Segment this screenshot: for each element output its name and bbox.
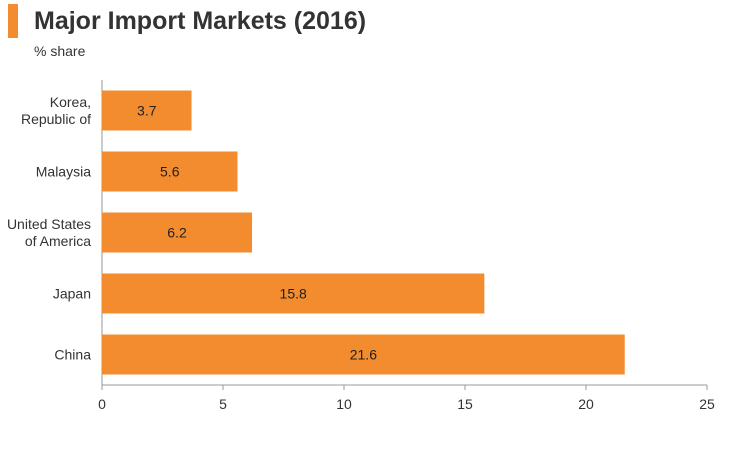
title-accent-bar (8, 4, 18, 38)
bar-value-label: 3.7 (137, 103, 157, 119)
x-tick-label: 0 (98, 396, 106, 412)
category-label: Korea, Republic of (21, 94, 91, 127)
category-label: Malaysia (36, 164, 91, 180)
x-tick-label: 10 (336, 396, 352, 412)
bar (102, 334, 625, 375)
bar-value-label: 15.8 (280, 286, 307, 302)
bar-value-label: 21.6 (350, 347, 377, 363)
chart-subtitle: % share (34, 43, 86, 59)
bar (102, 151, 238, 192)
bar-value-label: 5.6 (160, 164, 180, 180)
category-label: United States of America (7, 216, 91, 249)
category-label: China (54, 347, 91, 363)
chart-title: Major Import Markets (2016) (34, 7, 367, 35)
bar-value-label: 6.2 (167, 225, 187, 241)
x-tick-label: 15 (457, 396, 473, 412)
bar (102, 212, 253, 253)
bar (102, 90, 192, 131)
x-tick-label: 5 (219, 396, 227, 412)
bar (102, 273, 485, 314)
category-label: Japan (53, 286, 91, 302)
x-tick-label: 20 (578, 396, 594, 412)
x-tick-label: 25 (699, 396, 715, 412)
